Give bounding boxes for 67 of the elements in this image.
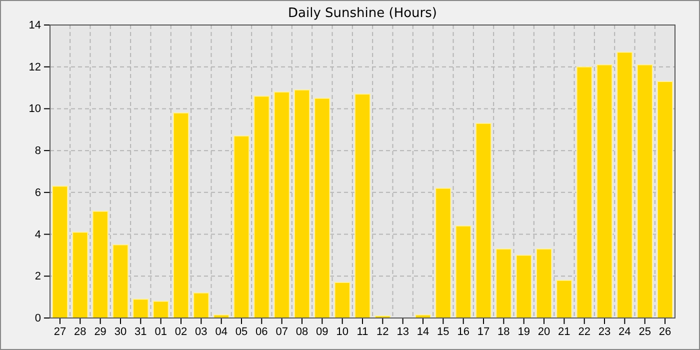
bar	[233, 135, 250, 318]
x-tick-label: 12	[376, 326, 389, 338]
bar	[172, 112, 190, 318]
x-tick-label: 04	[215, 326, 228, 338]
bar	[596, 64, 613, 318]
y-tick-label: 4	[34, 228, 41, 241]
y-tick-label: 10	[28, 103, 41, 116]
bar	[254, 96, 270, 318]
x-tick-label: 02	[174, 326, 188, 338]
bar	[132, 298, 149, 318]
bar	[152, 300, 169, 318]
x-tick-label: 09	[316, 326, 328, 338]
x-tick-label: 24	[618, 326, 631, 338]
y-tick-label: 6	[34, 186, 41, 199]
y-tick-label: 14	[28, 20, 41, 32]
x-tick-label: 29	[94, 326, 106, 338]
bar	[193, 292, 210, 318]
x-tick-label: 17	[477, 326, 490, 338]
x-tick-label: 06	[256, 326, 268, 338]
x-tick-label: 28	[74, 326, 86, 338]
bar	[354, 94, 371, 318]
x-tick-label: 16	[457, 326, 470, 338]
x-tick-label: 23	[598, 326, 611, 338]
x-tick-label: 05	[235, 326, 248, 338]
x-tick-label: 21	[558, 326, 570, 338]
x-tick-label: 03	[195, 326, 208, 338]
x-tick-label: 13	[396, 326, 409, 338]
bar	[516, 254, 532, 318]
bar	[314, 98, 330, 318]
bar	[475, 122, 492, 318]
chart-title: Daily Sunshine (Hours)	[288, 6, 437, 21]
bar	[656, 81, 674, 318]
bar	[334, 282, 350, 318]
y-tick-label: 12	[28, 61, 41, 74]
x-tick-label: 30	[114, 326, 127, 338]
x-tick-label: 10	[336, 326, 348, 338]
bar	[72, 232, 88, 318]
bar	[496, 248, 512, 318]
bar	[92, 210, 108, 318]
bar	[294, 89, 310, 318]
bar	[52, 186, 68, 318]
y-tick-label: 0	[34, 312, 41, 325]
x-tick-label: 27	[54, 326, 66, 338]
bar	[576, 66, 592, 318]
x-tick-label: 11	[356, 326, 368, 338]
x-tick-label: 26	[658, 326, 672, 338]
bar	[435, 188, 452, 318]
bar	[112, 244, 129, 318]
x-tick-label: 07	[276, 326, 288, 338]
x-tick-label: 19	[518, 326, 530, 338]
bar	[616, 52, 633, 318]
bar	[536, 248, 552, 318]
x-tick-label: 25	[638, 326, 651, 338]
bar	[274, 91, 290, 318]
x-tick-label: 14	[416, 326, 430, 338]
y-tick-label: 2	[34, 270, 41, 283]
bar	[636, 64, 653, 318]
bar	[556, 280, 572, 318]
x-tick-label: 31	[134, 326, 147, 338]
x-tick-label: 01	[154, 326, 167, 338]
y-tick-label: 8	[34, 145, 41, 158]
bar	[455, 225, 472, 318]
x-tick-label: 18	[498, 326, 510, 338]
x-tick-label: 08	[296, 326, 308, 338]
x-tick-label: 22	[578, 326, 590, 338]
x-tick-label: 20	[538, 326, 550, 338]
x-tick-label: 15	[437, 326, 450, 338]
